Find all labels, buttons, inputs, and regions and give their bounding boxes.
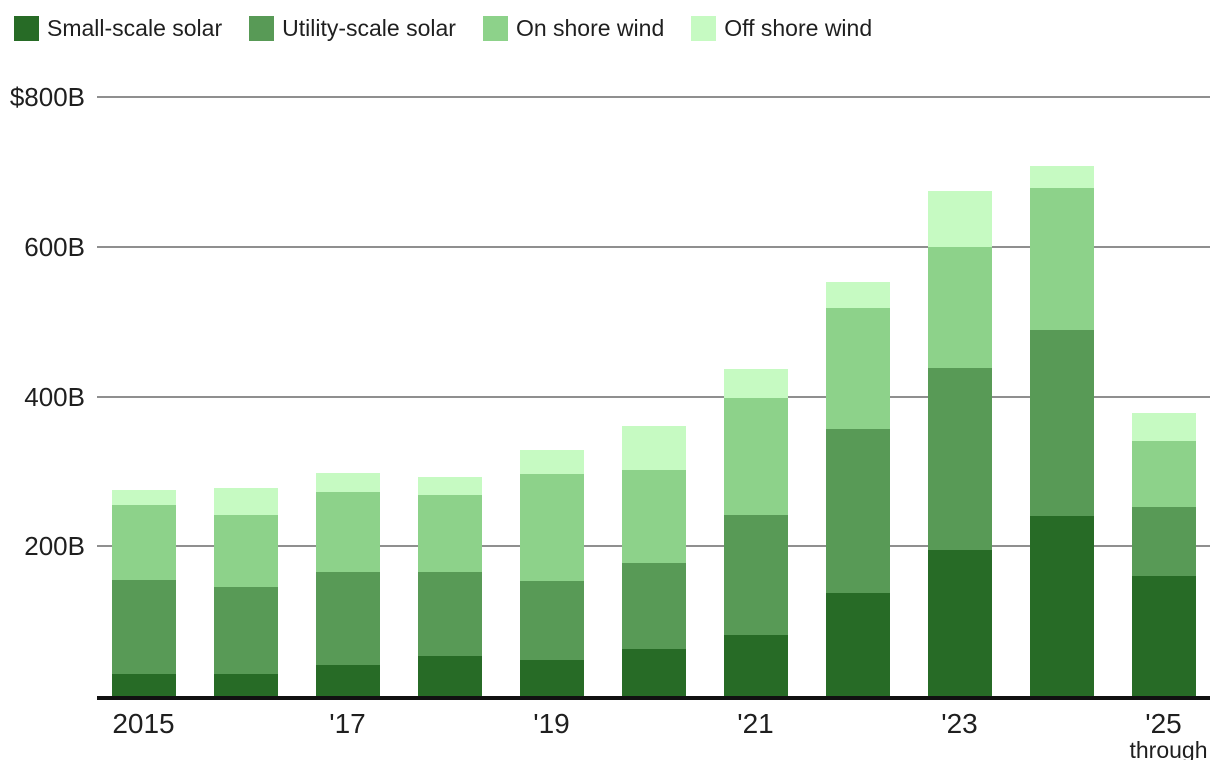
x-axis-tick-label: 2015 [112, 708, 175, 739]
legend-item: Off shore wind [691, 15, 872, 42]
bar-segment-small-scale-solar-2019 [519, 660, 584, 696]
bar-segment-utility-scale-solar-2025 [1131, 506, 1196, 577]
legend-item: Small-scale solar [14, 15, 222, 42]
bar-segment-on-shore-wind-2020 [621, 469, 686, 563]
bar-segment-utility-scale-solar-2017 [315, 571, 380, 666]
y-axis-tick-label: $800B [9, 82, 85, 112]
bar-segment-off-shore-wind-2024 [1029, 165, 1094, 189]
bar-segment-small-scale-solar-2023 [927, 549, 992, 696]
legend-swatch-icon [482, 16, 508, 41]
bar-segment-on-shore-wind-2021 [723, 397, 788, 515]
bar-segment-on-shore-wind-2025 [1131, 441, 1196, 507]
gridline [97, 245, 1210, 248]
bar-segment-small-scale-solar-2017 [315, 665, 380, 696]
x-axis-footnote: through [1129, 737, 1208, 760]
bar-segment-small-scale-solar-2020 [621, 648, 686, 696]
legend: Small-scale solar Utility-scale solar On s… [14, 15, 872, 42]
bar-segment-off-shore-wind-2022 [825, 281, 890, 309]
bar-segment-utility-scale-solar-2019 [519, 580, 584, 661]
bar-segment-on-shore-wind-2024 [1029, 188, 1094, 330]
gridline [97, 96, 1210, 98]
bar-segment-off-shore-wind-2018 [417, 476, 482, 495]
bar-segment-utility-scale-solar-2015 [111, 579, 176, 674]
gridline [97, 395, 1210, 398]
bar-segment-small-scale-solar-2025 [1131, 576, 1196, 696]
legend-item-label: Small-scale solar [47, 15, 223, 41]
x-axis-tick-label: '21 [737, 708, 774, 739]
bar-segment-on-shore-wind-2023 [927, 247, 992, 369]
bar-segment-utility-scale-solar-2021 [723, 514, 788, 636]
bar-segment-small-scale-solar-2022 [825, 593, 890, 696]
x-axis-baseline [97, 696, 1210, 700]
legend-item-label: On shore wind [515, 15, 665, 41]
y-axis-tick-label: 600B [24, 231, 85, 262]
x-axis-tick-label: '19 [533, 708, 570, 739]
legend-swatch-icon [14, 16, 39, 41]
legend-item-label: Off shore wind [724, 15, 873, 41]
bar-segment-on-shore-wind-2016 [213, 514, 278, 588]
bar-segment-off-shore-wind-2015 [111, 490, 176, 506]
legend-swatch-icon [691, 16, 717, 41]
bar-segment-utility-scale-solar-2018 [417, 572, 482, 656]
bar-segment-off-shore-wind-2021 [723, 368, 788, 398]
x-axis-tick-label: '17 [329, 708, 366, 739]
bar-segment-off-shore-wind-2019 [519, 450, 584, 475]
bar-segment-small-scale-solar-2024 [1029, 516, 1094, 696]
bar-segment-off-shore-wind-2023 [927, 190, 992, 248]
bar-segment-off-shore-wind-2020 [621, 426, 686, 470]
bar-segment-utility-scale-solar-2020 [621, 562, 686, 649]
legend-swatch-icon [249, 16, 275, 41]
bar-segment-utility-scale-solar-2023 [927, 368, 992, 550]
bar-segment-utility-scale-solar-2024 [1029, 329, 1094, 517]
y-axis-tick-label: 400B [24, 381, 85, 412]
x-axis-tick-label: '23 [941, 708, 978, 739]
bar-segment-off-shore-wind-2016 [213, 487, 278, 515]
bar-segment-utility-scale-solar-2022 [825, 429, 890, 594]
bar-segment-small-scale-solar-2018 [417, 655, 482, 696]
bar-segment-on-shore-wind-2017 [315, 492, 380, 572]
bar-segment-on-shore-wind-2022 [825, 308, 890, 430]
bar-segment-on-shore-wind-2015 [111, 505, 176, 580]
bar-segment-small-scale-solar-2021 [723, 635, 788, 696]
legend-item: On shore wind [482, 15, 665, 42]
bar-segment-small-scale-solar-2016 [213, 673, 278, 696]
x-axis-tick-label: '25 [1145, 708, 1182, 739]
bar-segment-small-scale-solar-2015 [111, 673, 176, 696]
bar-segment-on-shore-wind-2018 [417, 494, 482, 573]
y-axis-tick-label: 200B [24, 531, 85, 562]
bar-segment-utility-scale-solar-2016 [213, 587, 278, 674]
legend-item: Utility-scale solar [249, 15, 456, 42]
legend-item-label: Utility-scale solar [282, 15, 456, 41]
bar-segment-off-shore-wind-2025 [1131, 412, 1196, 442]
bar-segment-off-shore-wind-2017 [315, 472, 380, 493]
bar-segment-on-shore-wind-2019 [519, 474, 584, 581]
